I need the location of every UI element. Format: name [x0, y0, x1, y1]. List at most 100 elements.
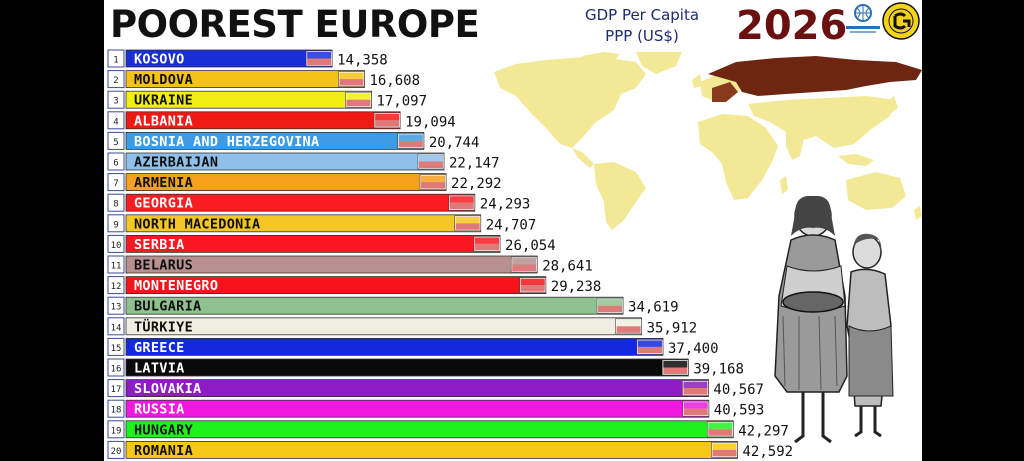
country-label: RUSSIA	[134, 402, 185, 418]
bar-row: 14 TÜRKIYE 35,912	[107, 317, 698, 336]
value-label: 22,147	[449, 156, 500, 172]
bar-row: 17 SLOVAKIA 40,567	[107, 379, 764, 398]
rank-box	[107, 379, 125, 398]
bar-row: 18 RUSSIA 40,593	[107, 399, 765, 419]
country-label: HUNGARY	[134, 422, 194, 438]
flag-albania-icon	[373, 112, 401, 129]
bar-row: 19 HUNGARY 42,297	[107, 420, 789, 439]
bar-row: 9 NORTH MACEDONIA 24,707	[107, 214, 537, 233]
rank-label: 9	[113, 220, 118, 230]
bar-row: 6 AZERBAIJAN 22,147	[107, 152, 500, 172]
rank-box	[107, 214, 125, 233]
value-label: 24,293	[480, 197, 531, 213]
rank-label: 18	[111, 406, 122, 416]
bar-row: 1 KOSOVO 14,358	[107, 49, 388, 69]
rank-label: 7	[113, 179, 118, 189]
rank-label: 3	[113, 97, 118, 107]
flag-ukraine-icon	[345, 91, 372, 108]
value-label: 40,593	[714, 403, 765, 419]
country-label: LATVIA	[134, 361, 185, 377]
value-label: 42,297	[738, 423, 789, 439]
flag-romania-icon	[711, 442, 738, 458]
rank-label: 6	[113, 159, 118, 169]
bar-row: 20 ROMANIA 42,592	[107, 440, 793, 460]
country-label: ROMANIA	[134, 443, 193, 459]
value-label: 20,744	[429, 135, 480, 151]
country-label: ALBANIA	[134, 113, 193, 129]
rank-label: 17	[111, 385, 122, 395]
rank-label: 14	[111, 323, 122, 333]
rank-box	[107, 337, 125, 356]
rank-box	[107, 70, 125, 89]
value-label: 22,292	[451, 176, 502, 192]
value-label: 19,094	[405, 114, 456, 130]
bar-row: 3 UKRAINE 17,097	[107, 90, 427, 110]
country-label: BOSNIA AND HERZEGOVINA	[134, 134, 319, 150]
country-label: BELARUS	[134, 258, 193, 274]
flag-moldova-icon	[338, 71, 365, 87]
flag-georgia-icon	[448, 194, 476, 211]
value-label: 16,608	[369, 73, 420, 89]
world-bank-logo	[846, 4, 880, 33]
rank-label: 4	[113, 117, 118, 127]
flag-belarus-icon	[510, 256, 538, 273]
country-label: BULGARIA	[134, 299, 201, 315]
rank-label: 13	[111, 303, 122, 313]
bar-russia	[125, 399, 710, 418]
flag-greece-icon	[636, 339, 664, 355]
country-label: MOLDOVA	[134, 72, 193, 88]
bar-row: 13 BULGARIA 34,619	[107, 296, 679, 316]
country-label: SERBIA	[134, 237, 185, 253]
rank-box	[107, 173, 125, 192]
chart-title: POOREST EUROPE	[110, 3, 480, 46]
flag-russia-icon	[682, 400, 710, 417]
country-label: ARMENIA	[134, 175, 193, 191]
rank-label: 12	[111, 282, 122, 292]
flag-serbia-icon	[473, 236, 501, 252]
country-label: TÜRKIYE	[134, 317, 193, 335]
rank-box	[107, 399, 125, 418]
bar-row: 5 BOSNIA AND HERZEGOVINA 20,744	[107, 131, 480, 151]
rank-box	[107, 317, 125, 336]
rank-label: 20	[111, 447, 122, 457]
value-label: 29,238	[551, 279, 602, 295]
country-label: UKRAINE	[134, 93, 193, 109]
world-map	[494, 52, 922, 230]
rank-box	[107, 440, 125, 459]
country-label: GEORGIA	[134, 196, 193, 212]
value-label: 37,400	[668, 341, 719, 357]
subtitle-line-1: GDP Per Capita	[584, 6, 700, 24]
flag-bosnia-and-herzegovina-icon	[397, 133, 425, 149]
value-label: 28,641	[542, 259, 593, 275]
country-label: NORTH MACEDONIA	[134, 216, 260, 232]
chart-panel: POOREST EUROPE GDP Per Capita PPP (US$) …	[104, 0, 922, 461]
rank-box	[107, 131, 125, 150]
rank-label: 16	[111, 365, 122, 375]
rank-label: 5	[113, 138, 118, 148]
value-label: 24,707	[486, 217, 537, 233]
rank-box	[107, 234, 125, 253]
flag-armenia-icon	[419, 174, 447, 190]
flag-azerbaijan-icon	[417, 153, 445, 170]
bar-row: 2 MOLDOVA 16,608	[107, 70, 420, 89]
country-label: KOSOVO	[134, 52, 185, 68]
bar-row: 16 LATVIA 39,168	[107, 358, 744, 378]
bar-row: 7 ARMENIA 22,292	[107, 173, 502, 192]
rank-label: 2	[113, 76, 118, 86]
flag-north-macedonia-icon	[454, 215, 482, 232]
rank-label: 1	[113, 56, 118, 66]
rank-box	[107, 255, 125, 274]
bar-greece	[125, 337, 664, 356]
rank-box	[107, 296, 125, 315]
country-label: SLOVAKIA	[134, 381, 201, 397]
value-label: 35,912	[647, 320, 698, 336]
bar-slovakia	[125, 379, 709, 398]
rank-box	[107, 193, 125, 212]
rank-label: 15	[111, 344, 122, 354]
rank-box	[107, 90, 125, 109]
value-label: 34,619	[628, 300, 679, 316]
country-label: AZERBAIJAN	[134, 155, 218, 171]
bar-row: 8 GEORGIA 24,293	[107, 193, 531, 213]
rank-label: 19	[111, 426, 122, 436]
rank-box	[107, 111, 125, 130]
